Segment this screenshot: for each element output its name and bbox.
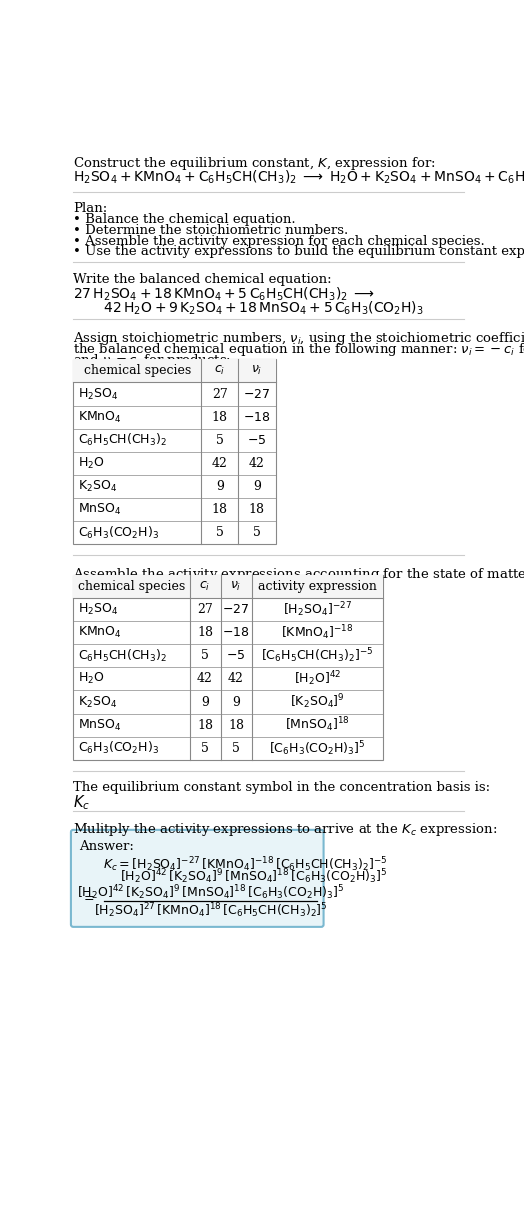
Text: • Use the activity expressions to build the equilibrium constant expression.: • Use the activity expressions to build … [73, 246, 524, 258]
Text: activity expression: activity expression [258, 580, 377, 593]
Text: $[\mathrm{H_2SO_4}]^{-27}$: $[\mathrm{H_2SO_4}]^{-27}$ [283, 601, 352, 619]
Text: 9: 9 [232, 695, 240, 708]
Text: Write the balanced chemical equation:: Write the balanced chemical equation: [73, 274, 332, 286]
Text: $\mathrm{KMnO_4}$: $\mathrm{KMnO_4}$ [78, 409, 122, 425]
Bar [73, 575, 383, 598]
Text: $\nu_i$: $\nu_i$ [251, 365, 263, 378]
Text: $\mathrm{H_2O}$: $\mathrm{H_2O}$ [78, 671, 104, 687]
Text: 18: 18 [212, 503, 228, 516]
Text: Plan:: Plan: [73, 202, 107, 216]
Text: 42: 42 [249, 457, 265, 470]
Text: $27\,\mathrm{H_2SO_4} + 18\,\mathrm{KMnO_4} + 5\,\mathrm{C_6H_5CH(CH_3)_2} \;\lo: $27\,\mathrm{H_2SO_4} + 18\,\mathrm{KMnO… [73, 286, 375, 303]
Text: $=$: $=$ [81, 890, 95, 902]
Text: $[\mathrm{H_2SO_4}]^{27}\,[\mathrm{KMnO_4}]^{18}\,[\mathrm{C_6H_5CH(CH_3)_2}]^{5: $[\mathrm{H_2SO_4}]^{27}\,[\mathrm{KMnO_… [93, 901, 328, 920]
Text: $\mathrm{C_6H_5CH(CH_3)_2}$: $\mathrm{C_6H_5CH(CH_3)_2}$ [78, 432, 167, 448]
Text: $[\mathrm{C_6H_3(CO_2H)_3}]^{5}$: $[\mathrm{C_6H_3(CO_2H)_3}]^{5}$ [269, 739, 366, 758]
Text: $K_c$: $K_c$ [73, 793, 90, 813]
Text: 27: 27 [197, 603, 213, 616]
Text: $-27$: $-27$ [243, 388, 270, 401]
Text: $-5$: $-5$ [226, 649, 246, 662]
Text: $\mathrm{H_2SO_4}$: $\mathrm{H_2SO_4}$ [78, 386, 118, 402]
Text: $[\mathrm{KMnO_4}]^{-18}$: $[\mathrm{KMnO_4}]^{-18}$ [281, 624, 354, 642]
Text: $\mathrm{C_6H_3(CO_2H)_3}$: $\mathrm{C_6H_3(CO_2H)_3}$ [78, 740, 159, 757]
Text: 5: 5 [253, 526, 261, 539]
Text: 9: 9 [253, 480, 261, 493]
Text: $-18$: $-18$ [222, 626, 250, 639]
Text: $c_i$: $c_i$ [214, 365, 225, 378]
Text: 5: 5 [232, 741, 240, 754]
Text: $\quad 42\,\mathrm{H_2O} + 9\,\mathrm{K_2SO_4} + 18\,\mathrm{MnSO_4} + 5\,\mathr: $\quad 42\,\mathrm{H_2O} + 9\,\mathrm{K_… [90, 299, 424, 317]
Text: $\mathrm{MnSO_4}$: $\mathrm{MnSO_4}$ [78, 503, 122, 517]
Text: $\nu_i$: $\nu_i$ [231, 580, 242, 593]
Text: 9: 9 [216, 480, 224, 493]
Text: $[\mathrm{K_2SO_4}]^{9}$: $[\mathrm{K_2SO_4}]^{9}$ [290, 693, 345, 711]
Text: 42: 42 [212, 457, 227, 470]
Text: $\mathrm{C_6H_5CH(CH_3)_2}$: $\mathrm{C_6H_5CH(CH_3)_2}$ [78, 648, 167, 664]
Text: $\mathrm{H_2SO_4 + KMnO_4 + C_6H_5CH(CH_3)_2 \;\longrightarrow\; H_2O + K_2SO_4 : $\mathrm{H_2SO_4 + KMnO_4 + C_6H_5CH(CH_… [73, 168, 524, 185]
Text: $\mathrm{MnSO_4}$: $\mathrm{MnSO_4}$ [78, 718, 122, 733]
Text: $[\mathrm{H_2O}]^{42}\,[\mathrm{K_2SO_4}]^{9}\,[\mathrm{MnSO_4}]^{18}\,[\mathrm{: $[\mathrm{H_2O}]^{42}\,[\mathrm{K_2SO_4}… [77, 883, 344, 901]
Text: • Balance the chemical equation.: • Balance the chemical equation. [73, 213, 296, 226]
Text: $\mathrm{H_2SO_4}$: $\mathrm{H_2SO_4}$ [78, 602, 118, 618]
Text: 18: 18 [249, 503, 265, 516]
Text: $K_c = [\mathrm{H_2SO_4}]^{-27}\,[\mathrm{KMnO_4}]^{-18}\,[\mathrm{C_6H_5CH(CH_3: $K_c = [\mathrm{H_2SO_4}]^{-27}\,[\mathr… [103, 855, 387, 874]
Bar [73, 575, 383, 759]
Text: $-5$: $-5$ [247, 434, 267, 447]
Text: $\mathrm{H_2O}$: $\mathrm{H_2O}$ [78, 455, 104, 471]
Text: • Determine the stoichiometric numbers.: • Determine the stoichiometric numbers. [73, 224, 348, 237]
Text: Assemble the activity expressions accounting for the state of matter and $\nu_i$: Assemble the activity expressions accoun… [73, 566, 524, 582]
Text: 18: 18 [197, 626, 213, 639]
Text: Assign stoichiometric numbers, $\nu_i$, using the stoichiometric coefficients, $: Assign stoichiometric numbers, $\nu_i$, … [73, 331, 524, 348]
Bar [73, 360, 276, 383]
Text: 42: 42 [228, 672, 244, 685]
Text: 5: 5 [216, 526, 224, 539]
Text: chemical species: chemical species [83, 365, 191, 378]
Text: the balanced chemical equation in the following manner: $\nu_i = -c_i$ for react: the balanced chemical equation in the fo… [73, 342, 524, 358]
Text: $\mathrm{K_2SO_4}$: $\mathrm{K_2SO_4}$ [78, 694, 117, 710]
Text: 5: 5 [216, 434, 224, 447]
Text: 18: 18 [228, 718, 244, 731]
Text: • Assemble the activity expression for each chemical species.: • Assemble the activity expression for e… [73, 235, 485, 247]
Text: Construct the equilibrium constant, $K$, expression for:: Construct the equilibrium constant, $K$,… [73, 155, 436, 172]
Text: $\mathrm{K_2SO_4}$: $\mathrm{K_2SO_4}$ [78, 478, 117, 494]
Text: 5: 5 [201, 649, 209, 662]
Text: 18: 18 [197, 718, 213, 731]
Text: 27: 27 [212, 388, 227, 401]
Text: $[\mathrm{MnSO_4}]^{18}$: $[\mathrm{MnSO_4}]^{18}$ [285, 716, 350, 735]
Text: 5: 5 [201, 741, 209, 754]
Text: $\mathrm{KMnO_4}$: $\mathrm{KMnO_4}$ [78, 625, 122, 641]
Text: $[\mathrm{H_2O}]^{42}\,[\mathrm{K_2SO_4}]^{9}\,[\mathrm{MnSO_4}]^{18}\,[\mathrm{: $[\mathrm{H_2O}]^{42}\,[\mathrm{K_2SO_4}… [120, 867, 387, 886]
Bar [73, 360, 276, 544]
Text: Mulitply the activity expressions to arrive at the $K_c$ expression:: Mulitply the activity expressions to arr… [73, 821, 497, 838]
Text: The equilibrium constant symbol in the concentration basis is:: The equilibrium constant symbol in the c… [73, 781, 490, 794]
Text: $\mathrm{C_6H_3(CO_2H)_3}$: $\mathrm{C_6H_3(CO_2H)_3}$ [78, 524, 159, 540]
Text: $-27$: $-27$ [222, 603, 249, 616]
Text: $c_i$: $c_i$ [199, 580, 211, 593]
Text: $[\mathrm{C_6H_5CH(CH_3)_2}]^{-5}$: $[\mathrm{C_6H_5CH(CH_3)_2}]^{-5}$ [261, 647, 374, 665]
Text: chemical species: chemical species [78, 580, 185, 593]
Text: 9: 9 [201, 695, 209, 708]
Text: 18: 18 [212, 411, 228, 424]
Text: and $\nu_i = c_i$ for products:: and $\nu_i = c_i$ for products: [73, 351, 231, 368]
Text: $-18$: $-18$ [243, 411, 271, 424]
FancyBboxPatch shape [71, 830, 324, 926]
Text: 42: 42 [197, 672, 213, 685]
Text: $[\mathrm{H_2O}]^{42}$: $[\mathrm{H_2O}]^{42}$ [294, 670, 341, 688]
Text: Answer:: Answer: [80, 840, 134, 853]
